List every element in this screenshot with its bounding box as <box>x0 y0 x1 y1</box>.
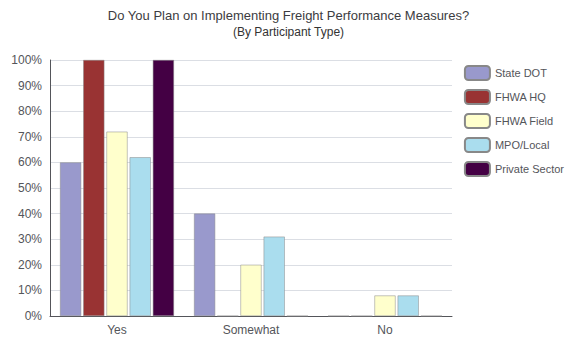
svg-text:90%: 90% <box>18 79 42 93</box>
svg-text:Yes: Yes <box>107 323 127 337</box>
svg-text:80%: 80% <box>18 104 42 118</box>
svg-text:70%: 70% <box>18 130 42 144</box>
svg-text:10%: 10% <box>18 283 42 297</box>
svg-text:MPO/Local: MPO/Local <box>495 139 549 151</box>
svg-text:Private Sector: Private Sector <box>495 163 564 175</box>
svg-text:FHWA Field: FHWA Field <box>495 115 553 127</box>
svg-text:Somewhat: Somewhat <box>223 323 280 337</box>
svg-text:50%: 50% <box>18 181 42 195</box>
svg-text:Do You Plan on Implementing Fr: Do You Plan on Implementing Freight Perf… <box>108 8 469 23</box>
svg-text:30%: 30% <box>18 232 42 246</box>
svg-text:100%: 100% <box>11 53 42 67</box>
svg-text:0%: 0% <box>25 309 43 323</box>
svg-text:State DOT: State DOT <box>495 67 547 79</box>
svg-text:60%: 60% <box>18 155 42 169</box>
svg-text:40%: 40% <box>18 207 42 221</box>
svg-text:No: No <box>377 323 393 337</box>
svg-text:(By Participant Type): (By Participant Type) <box>233 25 344 39</box>
svg-text:20%: 20% <box>18 258 42 272</box>
svg-text:FHWA HQ: FHWA HQ <box>495 91 546 103</box>
